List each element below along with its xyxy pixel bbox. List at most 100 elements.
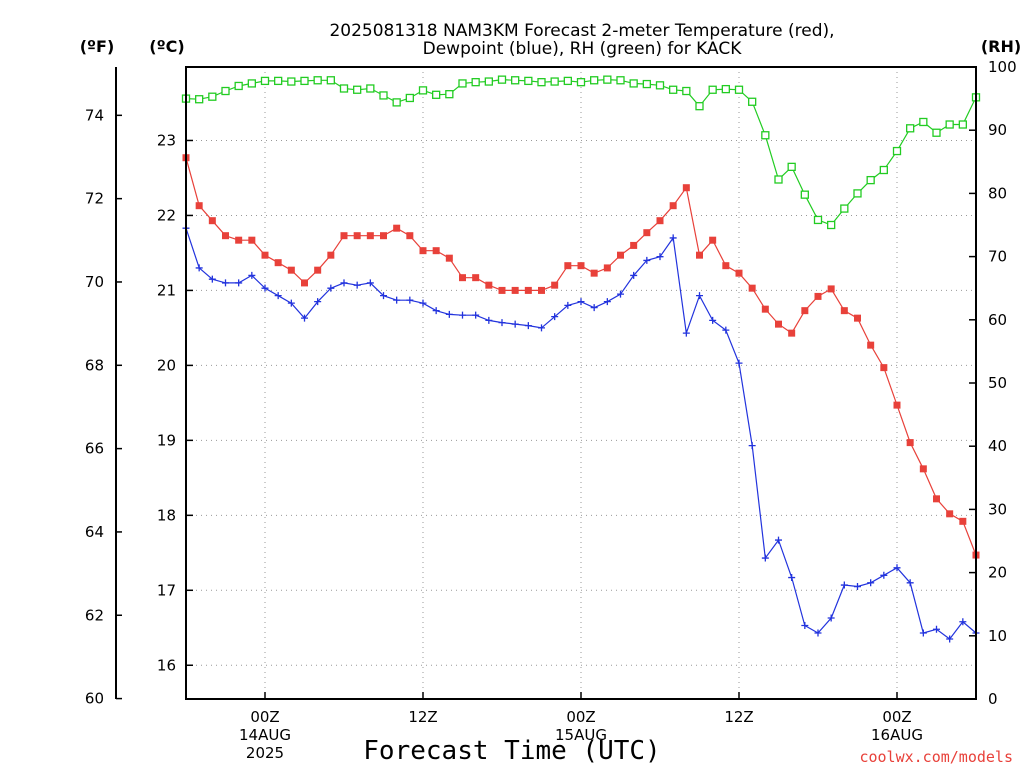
rh-point	[484, 77, 493, 86]
temperature-point	[406, 232, 414, 240]
dewpoint-point	[814, 629, 822, 637]
rh-tick-label: 30	[988, 500, 1007, 518]
rh-point	[695, 102, 704, 111]
rh-point	[432, 90, 441, 99]
temperature-point	[511, 286, 519, 294]
temperature-point	[235, 236, 243, 244]
rh-point	[748, 97, 757, 106]
temperature-point	[788, 329, 796, 337]
dewpoint-point	[524, 322, 532, 330]
temperature-point	[261, 251, 269, 259]
temperature-point	[814, 292, 822, 300]
rh-unit-label: (RH)	[981, 37, 1021, 56]
rh-point	[274, 76, 283, 86]
dewpoint-point	[511, 320, 519, 328]
temperature-point	[274, 259, 282, 267]
dewpoint-point	[222, 279, 229, 287]
rh-point	[906, 124, 915, 133]
temperature-point	[195, 202, 203, 210]
fahrenheit-tick-label: 62	[85, 606, 104, 624]
temperature-point	[314, 266, 322, 274]
rh-point	[932, 128, 941, 137]
temperature-point	[617, 251, 624, 259]
temperature-point	[959, 517, 967, 525]
dewpoint-point	[538, 324, 545, 332]
temperature-point	[590, 269, 598, 277]
rh-point	[827, 220, 836, 230]
temperature-point	[248, 236, 256, 244]
rh-point	[800, 190, 809, 199]
rh-point	[840, 204, 849, 213]
rh-point	[590, 76, 599, 85]
rh-point	[471, 78, 480, 87]
rh-point	[892, 146, 902, 156]
x-axis-label: Forecast Time (UTC)	[363, 736, 660, 766]
rh-point	[418, 86, 428, 95]
rh-point	[208, 92, 217, 101]
dewpoint-point	[498, 319, 506, 327]
temperature-point	[748, 284, 756, 292]
rh-point	[866, 175, 875, 185]
dewpoint-point	[472, 311, 480, 319]
rh-tick-label: 0	[988, 690, 998, 708]
celsius-tick-label: 19	[157, 431, 176, 449]
dewpoint-point	[643, 256, 651, 264]
temperature-point	[630, 241, 638, 249]
dewpoint-point	[933, 625, 940, 633]
rh-point	[234, 81, 243, 91]
dewpoint-point	[827, 614, 835, 622]
dewpoint-point	[380, 292, 387, 300]
rh-point	[616, 76, 625, 85]
rh-point	[721, 84, 730, 94]
fahrenheit-tick-label: 66	[85, 440, 104, 458]
dewpoint-point	[485, 316, 493, 324]
axes: 60 62 64 66 68 70 72 74 16 17 18 19 20 21 22 23 0 10 20 30 4…	[85, 58, 1017, 762]
rh-tick-label: 20	[988, 564, 1007, 582]
dewpoint-point	[761, 554, 769, 562]
temperature-point	[827, 285, 835, 293]
dewpoint-point	[617, 290, 624, 298]
temperature-point	[709, 236, 717, 244]
rh-point	[497, 75, 507, 84]
rh-point	[366, 84, 375, 93]
dewpoint-point	[867, 579, 875, 587]
time-tick-label: 2025	[246, 744, 284, 762]
rh-point	[550, 77, 559, 86]
temperature-point	[840, 307, 848, 315]
dewpoint-point	[248, 271, 256, 279]
rh-point	[524, 76, 533, 86]
rh-point	[563, 76, 572, 86]
rh-point	[287, 77, 296, 86]
rh-point	[445, 90, 454, 99]
fahrenheit-tick-label: 74	[85, 106, 104, 124]
time-tick-label: 00Z	[250, 708, 279, 726]
dewpoint-point	[353, 281, 361, 289]
dewpoint-point	[393, 296, 401, 304]
dewpoint-point	[801, 622, 809, 630]
rh-point	[603, 75, 612, 84]
temperature-point	[498, 286, 506, 294]
rh-point	[195, 95, 204, 104]
dewpoint-point	[735, 359, 743, 367]
dewpoint-point	[459, 311, 466, 319]
dewpoint-point	[195, 264, 203, 272]
temperature-point	[327, 251, 335, 259]
rh-tick-label: 10	[988, 627, 1007, 645]
fahrenheit-tick-label: 70	[85, 273, 104, 291]
temperature-point	[696, 251, 703, 259]
rh-tick-label: 90	[988, 121, 1007, 139]
temperature-point	[419, 247, 427, 255]
temperature-point	[551, 281, 559, 289]
temperature-point	[735, 269, 743, 277]
dewpoint-point	[327, 284, 335, 292]
source-credit: coolwx.com/models	[859, 748, 1013, 766]
celsius-tick-label: 17	[157, 581, 176, 599]
rh-point	[629, 79, 638, 88]
rh-point	[708, 85, 717, 94]
temperature-point	[208, 217, 216, 225]
rh-tick-label: 40	[988, 437, 1007, 455]
rh-point	[405, 93, 414, 103]
rh-point	[537, 78, 546, 87]
rh-point	[734, 85, 744, 94]
rh-point	[339, 84, 349, 93]
